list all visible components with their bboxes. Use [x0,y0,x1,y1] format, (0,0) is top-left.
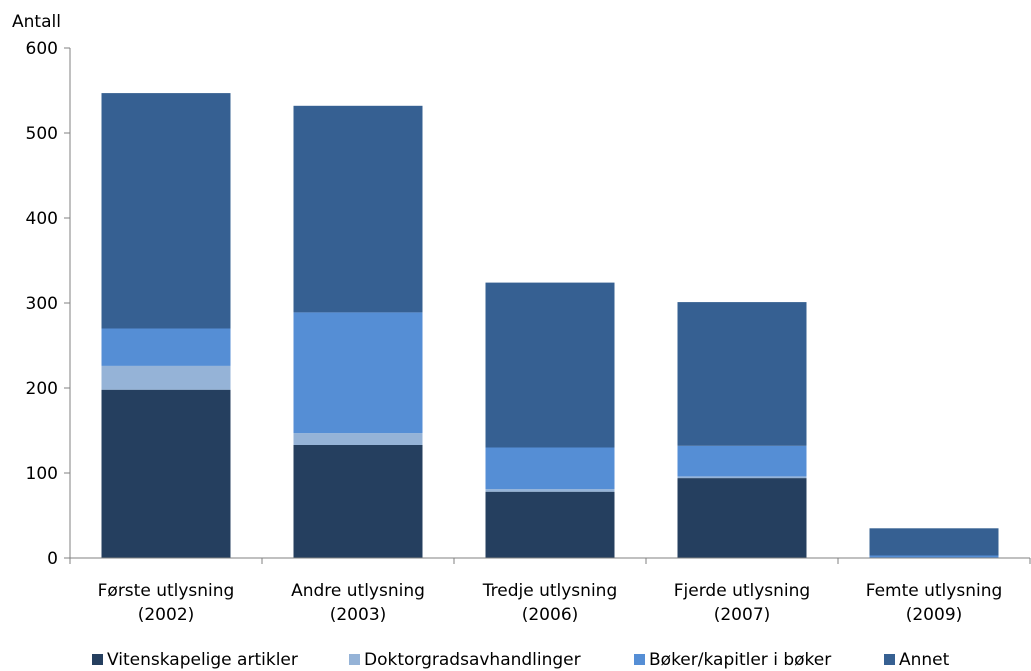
y-tick-label: 100 [26,464,58,484]
bar-segment [293,433,423,445]
bar-segment [101,93,231,329]
legend-label: Vitenskapelige artikler [107,650,298,670]
bar-segment [485,491,615,558]
y-tick-label: 200 [26,379,58,399]
x-tick-label: Tredje utlysning (2006) [482,581,617,625]
bar-segment [293,444,423,558]
legend-swatch [349,654,360,665]
y-tick-label: 500 [26,124,58,144]
x-tick-label-line: Første utlysning [98,581,235,601]
x-tick-label-line: (2003) [330,605,387,625]
legend-label: Annet [899,650,950,670]
bar-segment [293,105,423,313]
legend-label: Doktorgradsavhandlinger [364,650,581,670]
legend-swatch [634,654,645,665]
bar-segment [101,365,231,390]
x-tick-label-line: (2009) [906,605,963,625]
bars [101,93,999,558]
bar-segment [101,389,231,558]
x-tick-label: Fjerde utlysning (2007) [674,581,810,625]
x-tick-label: Første utlysning (2002) [98,581,235,625]
bar-segment [293,312,423,434]
y-axis-ticks: 0 100 200 300 400 500 600 [26,39,70,569]
bar-segment [677,476,807,479]
axes [69,48,1031,564]
x-tick-label-line: Femte utlysning [866,581,1003,601]
x-tick-label-line: (2006) [522,605,579,625]
bar-segment [485,282,615,448]
x-tick-label-line: (2002) [138,605,195,625]
y-tick-label: 0 [47,549,58,569]
y-tick-label: 300 [26,294,58,314]
x-tick-label-line: Andre utlysning [291,581,425,601]
bar-segment [677,302,807,446]
x-axis-labels: Første utlysning (2002) Andre utlysning (20… [98,581,1003,625]
y-tick-label: 600 [26,39,58,59]
x-tick-label-line: (2007) [714,605,771,625]
x-tick-label: Femte utlysning (2009) [866,581,1003,625]
bar-segment [101,328,231,366]
x-tick-label: Andre utlysning (2003) [291,581,425,625]
x-tick-label-line: Fjerde utlysning [674,581,810,601]
bar-segment [485,447,615,490]
legend-label: Bøker/kapitler i bøker [649,650,831,670]
bar-segment [677,478,807,558]
bar-segment [869,555,999,558]
bar-segment [869,528,999,556]
legend-swatch [92,654,103,665]
bar-segment [677,445,807,477]
legend-swatch [884,654,895,665]
legend: Vitenskapelige artikler Doktorgradsavhand… [92,650,950,670]
y-tick-label: 400 [26,209,58,229]
y-axis-title: Antall [12,12,61,32]
x-tick-label-line: Tredje utlysning [482,581,617,601]
bar-segment [485,489,615,492]
